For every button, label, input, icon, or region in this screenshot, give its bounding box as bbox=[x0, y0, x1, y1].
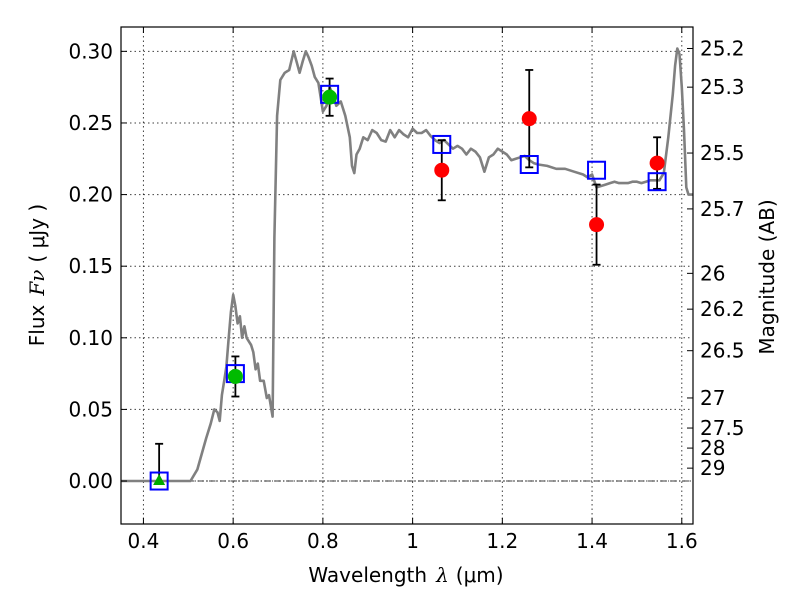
y-axis-label: FluxFν( μJy ) bbox=[25, 204, 49, 346]
x-tick-label: 0.6 bbox=[217, 529, 249, 553]
optical-data-point bbox=[322, 89, 338, 105]
nir-data-point bbox=[589, 217, 605, 233]
axis-ticks: 0.4 0.6 0.8 1 1.2 1.4 1.6 0.00 0.05 0.10 0.15 0.20 0… bbox=[68, 27, 745, 553]
x-axis-label: Wavelength λ (μm) bbox=[308, 563, 503, 587]
y-tick-label: 0.25 bbox=[68, 111, 113, 135]
nir-data-point bbox=[521, 111, 537, 127]
grid-lines bbox=[121, 27, 693, 524]
y2-axis-label: Magnitude (AB) bbox=[755, 199, 779, 354]
model-photometry-square bbox=[432, 134, 452, 154]
x-tick-label: 1.6 bbox=[666, 529, 698, 553]
y-tick-label: 0.00 bbox=[68, 469, 113, 493]
upper-limit-triangle bbox=[153, 474, 166, 486]
y2-tick-label: 28 bbox=[700, 436, 725, 460]
y-tick-label: 0.15 bbox=[68, 254, 113, 278]
model-photometry-square bbox=[587, 160, 607, 180]
nir-data-point bbox=[649, 155, 665, 171]
nir-data-point bbox=[434, 162, 450, 178]
y2-tick-label: 27 bbox=[700, 386, 725, 410]
y2-tick-label: 26.5 bbox=[700, 339, 745, 363]
y2-tick-label: 25.5 bbox=[700, 141, 745, 165]
y2-tick-label: 25.2 bbox=[700, 36, 745, 60]
y2-tick-label: 25.7 bbox=[700, 197, 745, 221]
x-tick-label: 0.8 bbox=[307, 529, 339, 553]
model-photometry-square bbox=[149, 471, 169, 491]
x-tick-label: 1 bbox=[406, 529, 419, 553]
y2-tick-label: 26 bbox=[700, 261, 725, 285]
y-tick-label: 0.10 bbox=[68, 326, 113, 350]
y2-tick-label: 26.2 bbox=[700, 297, 745, 321]
x-tick-label: 1.2 bbox=[486, 529, 518, 553]
y-tick-label: 0.30 bbox=[68, 39, 113, 63]
y-tick-label: 0.20 bbox=[68, 183, 113, 207]
y2-tick-label: 29 bbox=[700, 456, 725, 480]
plot-frame bbox=[120, 26, 694, 525]
optical-data-point bbox=[227, 368, 243, 384]
model-photometry-square bbox=[647, 172, 667, 192]
y2-tick-label: 25.3 bbox=[700, 75, 745, 99]
y2-tick-label: 27.5 bbox=[700, 416, 745, 440]
series-layer bbox=[121, 47, 693, 491]
model-sed-line bbox=[121, 47, 693, 483]
model-photometry-square bbox=[519, 154, 539, 174]
x-tick-label: 0.4 bbox=[128, 529, 160, 553]
x-tick-label: 1.4 bbox=[576, 529, 608, 553]
y-tick-label: 0.05 bbox=[68, 397, 113, 421]
